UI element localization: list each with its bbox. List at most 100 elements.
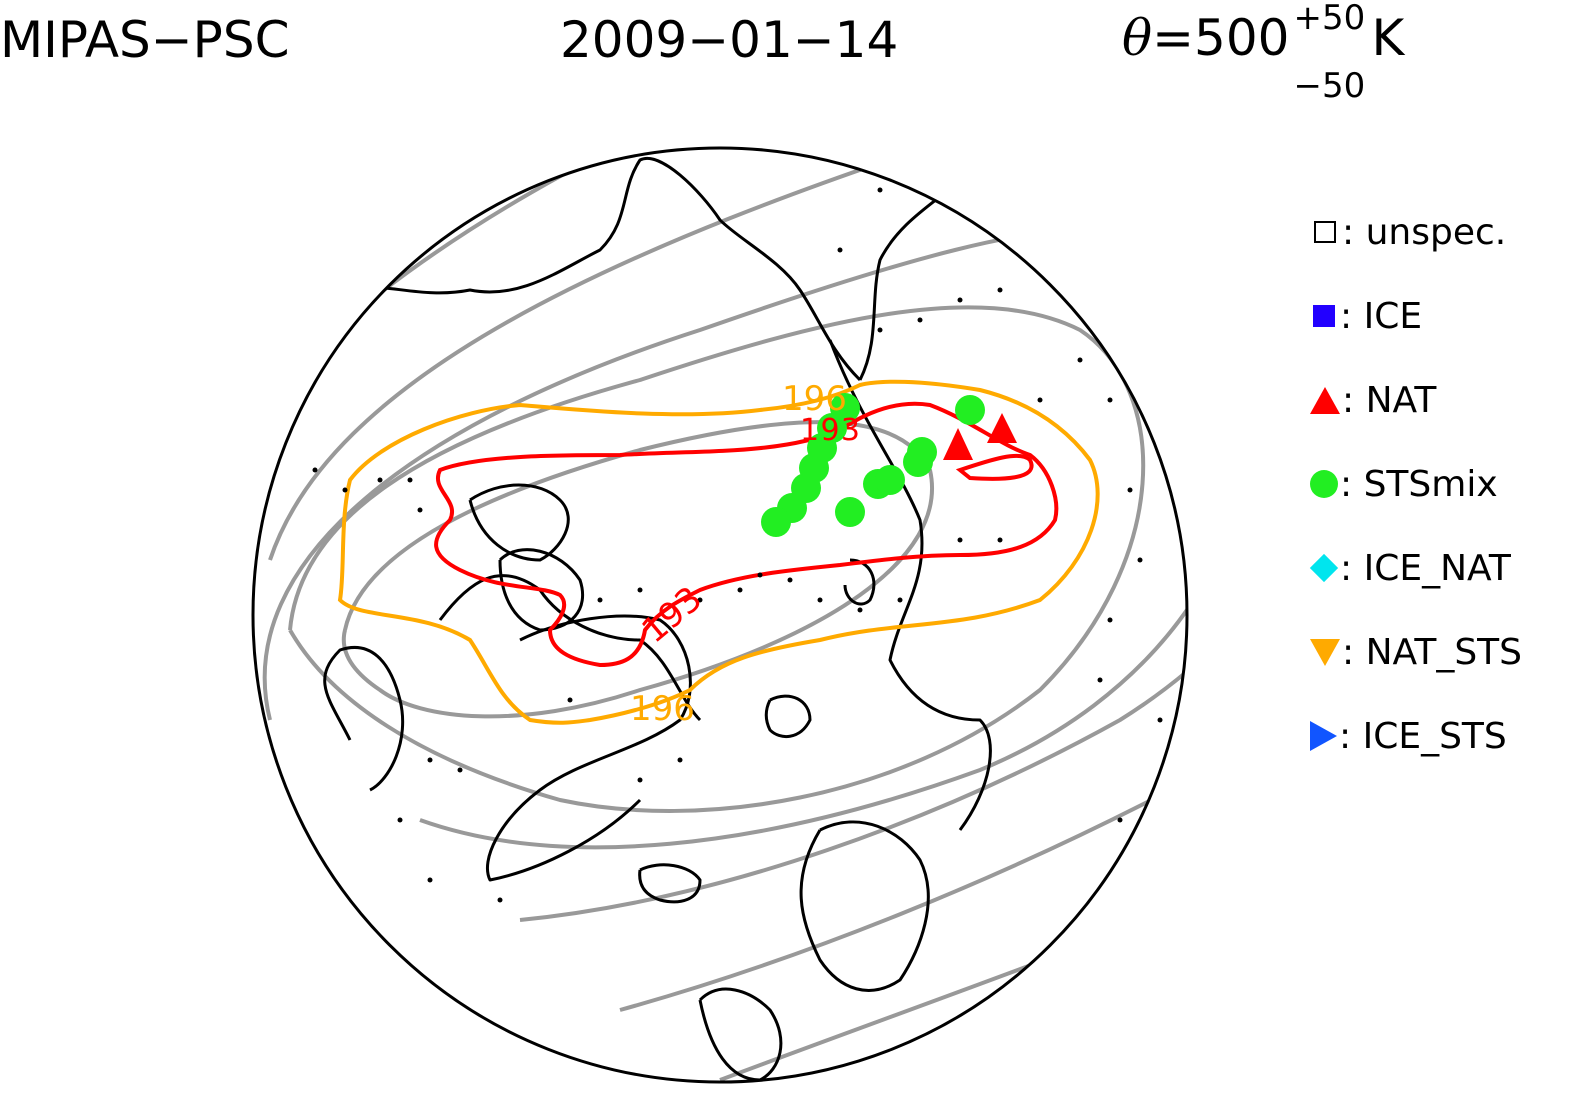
dot: [737, 587, 743, 593]
legend-label: : STSmix: [1340, 463, 1498, 505]
dot: [837, 247, 843, 253]
dot: [457, 767, 463, 773]
legend-item-ice: : ICE: [1310, 274, 1522, 358]
dot: [427, 757, 433, 763]
open-square-icon: [1314, 221, 1336, 243]
dot: [567, 697, 573, 703]
dot: [957, 297, 963, 303]
theta-range: +50 −50: [1289, 0, 1371, 104]
triangle-right-icon: [1310, 721, 1337, 751]
dot: [1077, 357, 1083, 363]
legend-item-unspec: : unspec.: [1310, 190, 1522, 274]
dot: [377, 477, 383, 483]
coastline-novaya: [843, 558, 876, 606]
theta-level-title: θ=500 +50 −50 K: [1122, 0, 1405, 104]
contour-196: [337, 379, 1100, 725]
legend: : unspec. : ICE : NAT : STSmix : ICE_NAT…: [1309, 190, 1522, 778]
theta-plus: +50: [1293, 0, 1366, 38]
dot: [1127, 487, 1133, 493]
map-boundary: [251, 146, 1189, 1084]
square-icon: [1313, 305, 1335, 327]
stsmix-marker: [907, 437, 937, 467]
dot: [917, 317, 923, 323]
legend-label: : NAT: [1342, 379, 1437, 421]
coastline-hudson: [323, 645, 405, 792]
theta-value: =500: [1152, 9, 1290, 67]
dot: [417, 507, 423, 513]
dot: [637, 587, 643, 593]
dot: [1188, 748, 1193, 753]
coastline-svalbard: [764, 694, 812, 739]
dot: [597, 597, 603, 603]
dot: [1097, 677, 1103, 683]
dot: [312, 467, 318, 473]
dot: [637, 777, 643, 783]
stsmix-marker: [761, 507, 791, 537]
measurement-dots: [312, 187, 1193, 903]
contour-label-193-2: 193: [800, 413, 860, 448]
contour-label-196: 196: [782, 379, 847, 419]
nat-markers: [943, 413, 1017, 460]
coastline-siberia: [858, 178, 1062, 381]
dot: [1137, 557, 1143, 563]
dot: [957, 537, 963, 543]
diamond-icon: [1309, 553, 1339, 583]
dot: [397, 817, 403, 823]
coastline-greenland: [485, 614, 692, 882]
gray-contour: [268, 148, 1187, 561]
dot: [997, 287, 1003, 293]
legend-label: : ICE_NAT: [1340, 547, 1511, 589]
dot: [342, 487, 348, 493]
legend-item-ice-sts: : ICE_STS: [1310, 694, 1522, 778]
dot: [787, 577, 793, 583]
stsmix-marker: [835, 497, 865, 527]
gray-contour: [341, 420, 934, 719]
gray-contour: [619, 778, 1187, 1012]
legend-item-ice-nat: : ICE_NAT: [1309, 526, 1522, 610]
legend-label: : ICE: [1340, 295, 1423, 337]
dot: [1037, 397, 1043, 403]
gray-contour: [288, 305, 1146, 813]
contour-193: [434, 401, 1059, 668]
gray-contour: [419, 419, 1187, 850]
coastline-iceland: [638, 863, 702, 904]
legend-item-nat: : NAT: [1310, 358, 1522, 442]
dot: [817, 597, 823, 603]
stsmix-marker: [875, 465, 905, 495]
legend-label: : unspec.: [1342, 211, 1507, 253]
instrument-title: MIPAS−PSC: [0, 11, 290, 69]
dot: [697, 597, 703, 603]
theta-minus: −50: [1293, 66, 1366, 106]
dot: [1107, 397, 1113, 403]
legend-item-stsmix: : STSmix: [1310, 442, 1522, 526]
triangle-up-icon: [1310, 386, 1340, 414]
gray-contour: [519, 598, 1187, 922]
dot: [497, 897, 503, 903]
theta-symbol: θ: [1122, 9, 1153, 67]
theta-unit: K: [1371, 9, 1405, 67]
coastline-archipelago-2: [498, 548, 585, 632]
dot: [757, 572, 763, 578]
triangle-down-icon: [1310, 638, 1340, 666]
coastline-alaska: [349, 156, 862, 382]
coastline-archipelago: [468, 483, 570, 562]
stsmix-marker: [955, 395, 985, 425]
dot: [1157, 717, 1163, 723]
dot: [997, 537, 1003, 543]
dot: [897, 597, 903, 603]
legend-label: : ICE_STS: [1339, 715, 1507, 757]
stsmix-markers: [761, 393, 985, 537]
dot: [427, 877, 433, 883]
gray-contour: [719, 898, 1187, 1082]
coastline-europe: [698, 987, 783, 1082]
legend-item-nat-sts: : NAT_STS: [1310, 610, 1522, 694]
coastline-scandinavia: [799, 820, 930, 992]
dot: [857, 607, 863, 613]
contour-193-inner: [955, 453, 1034, 481]
nat-marker: [943, 428, 973, 460]
dot: [877, 187, 883, 193]
gray-contours: [253, 148, 1187, 1082]
dot: [1107, 617, 1113, 623]
dot: [877, 327, 883, 333]
